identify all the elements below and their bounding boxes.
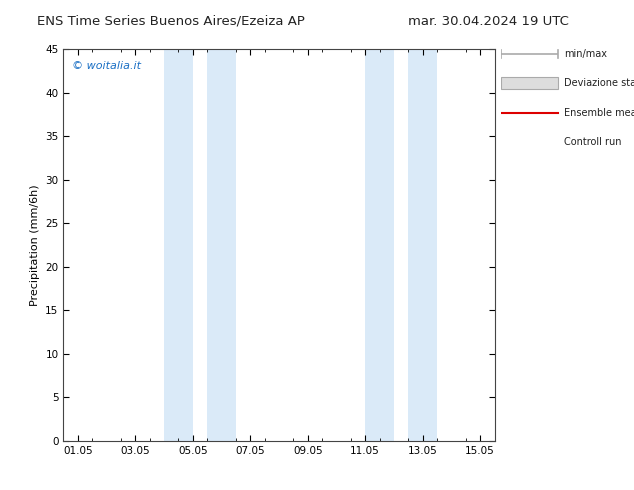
Text: min/max: min/max bbox=[564, 49, 607, 59]
Text: mar. 30.04.2024 19 UTC: mar. 30.04.2024 19 UTC bbox=[408, 15, 569, 28]
Bar bbox=[408, 49, 437, 441]
Text: Deviazione standard: Deviazione standard bbox=[564, 78, 634, 88]
Text: ENS Time Series Buenos Aires/Ezeiza AP: ENS Time Series Buenos Aires/Ezeiza AP bbox=[37, 15, 305, 28]
Bar bbox=[365, 49, 394, 441]
Text: © woitalia.it: © woitalia.it bbox=[72, 61, 141, 71]
FancyBboxPatch shape bbox=[501, 77, 558, 89]
Bar bbox=[207, 49, 236, 441]
Bar bbox=[164, 49, 193, 441]
Y-axis label: Precipitation (mm/6h): Precipitation (mm/6h) bbox=[30, 184, 40, 306]
Text: Controll run: Controll run bbox=[564, 137, 622, 147]
Text: Ensemble mean run: Ensemble mean run bbox=[564, 108, 634, 118]
